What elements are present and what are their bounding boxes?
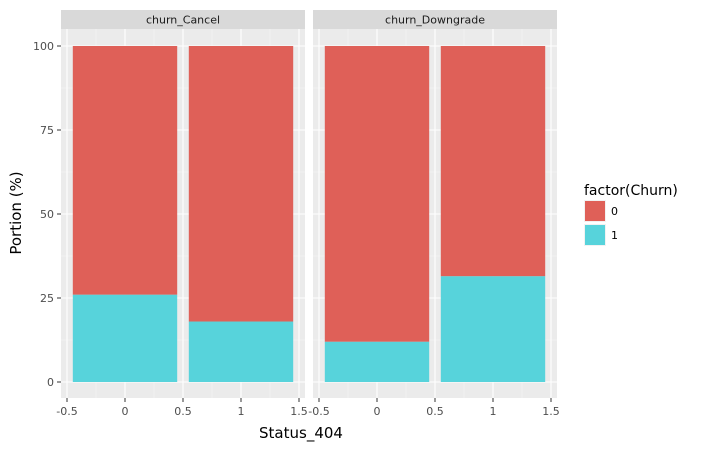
- x-tick-label: 1: [490, 405, 497, 418]
- legend-label: 0: [611, 205, 618, 218]
- facet-title: churn_Downgrade: [385, 14, 485, 27]
- legend-label: 1: [611, 229, 618, 242]
- facet-strip: [61, 10, 305, 29]
- y-axis-label: Portion (%): [7, 171, 25, 254]
- legend-title: factor(Churn): [584, 183, 678, 199]
- bar-series-1: [72, 294, 178, 382]
- bar-series-1: [440, 276, 546, 382]
- bar-series-0: [72, 46, 178, 295]
- panels-layer: churn_Cancel -0.5 0 0.5 1 1.5 churn_Downgrade -…: [33, 10, 560, 418]
- y-tick-label: 50: [40, 208, 54, 221]
- x-tick-label: 1: [238, 405, 245, 418]
- x-tick-label: 1.5: [542, 405, 560, 418]
- legend-key-1: [585, 225, 605, 245]
- x-tick-label: -0.5: [308, 405, 329, 418]
- x-tick-label: 0.5: [426, 405, 444, 418]
- x-axis-label: Status_404: [259, 424, 343, 443]
- x-tick-label: 1.5: [290, 405, 308, 418]
- facet-title: churn_Cancel: [146, 14, 220, 27]
- y-tick-label: 100: [33, 40, 54, 53]
- x-tick-label: -0.5: [56, 405, 77, 418]
- y-tick-label: 25: [40, 292, 54, 305]
- bar-series-0: [188, 46, 294, 322]
- legend: factor(Churn) 0 1: [584, 183, 678, 246]
- x-tick-label: 0.5: [174, 405, 192, 418]
- bar-series-1: [324, 341, 430, 382]
- y-tick-label: 0: [47, 376, 54, 389]
- x-tick-label: 0: [374, 405, 381, 418]
- bar-series-0: [440, 46, 546, 277]
- bar-series-0: [324, 46, 430, 342]
- legend-key-0: [585, 201, 605, 221]
- y-tick-label: 75: [40, 124, 54, 137]
- facet-strip: [313, 10, 557, 29]
- x-tick-label: 0: [122, 405, 129, 418]
- bar-series-1: [188, 321, 294, 382]
